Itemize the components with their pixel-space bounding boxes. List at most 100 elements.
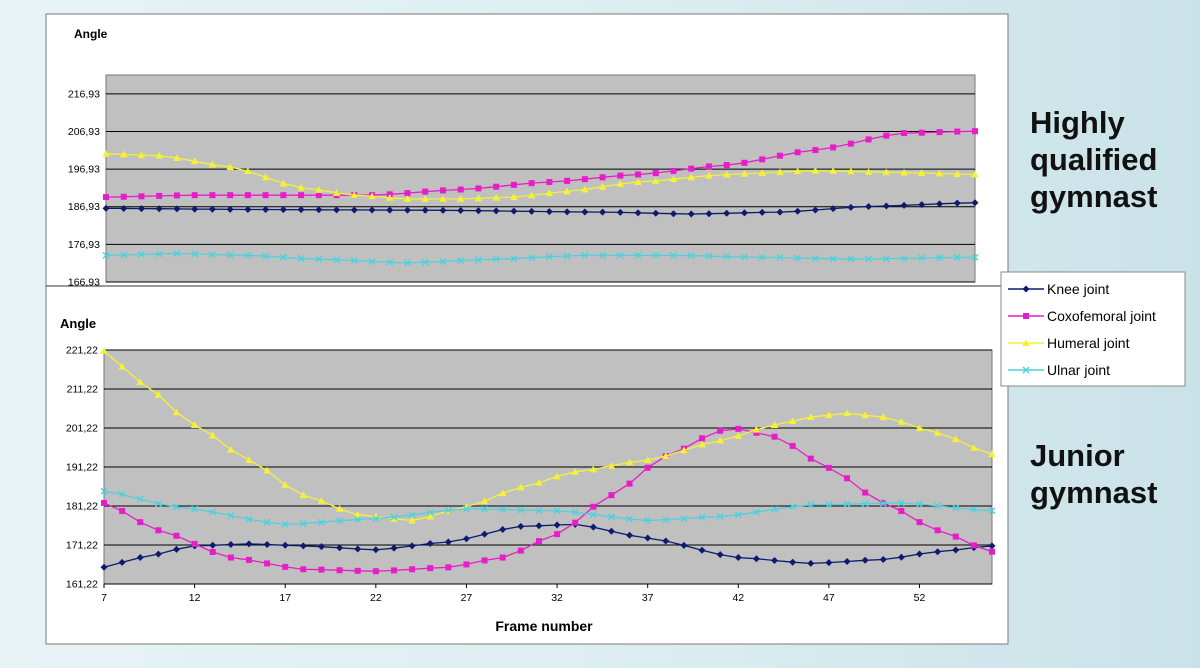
legend-box [1000,271,1186,387]
data-point-ulnar [100,487,108,495]
series-knee [102,199,979,218]
data-point-humeral [589,465,598,473]
data-point-humeral [758,169,766,177]
data-point-coxofemoral [723,162,730,169]
data-point-knee [865,202,873,210]
data-point-humeral [263,466,271,474]
data-point-coxofemoral [617,172,624,179]
data-point-humeral [155,151,164,159]
data-point-knee [589,523,597,531]
data-point-knee [227,540,235,548]
bottom-x-axis-title: Frame number [495,618,593,634]
data-point-coxofemoral [315,192,322,199]
data-point-coxofemoral [862,489,869,496]
data-point-coxofemoral [865,136,872,143]
data-point-coxofemoral [535,538,542,545]
data-point-humeral [190,157,199,165]
data-point-ulnar [918,254,926,262]
data-point-ulnar [879,499,887,507]
data-point-humeral [102,149,110,157]
data-point-coxofemoral [546,179,553,186]
y-tick-label: 221,22 [66,345,98,357]
data-point-ulnar [403,259,411,267]
data-point-humeral [297,183,305,191]
x-tick-label: 52 [914,592,926,604]
data-point-coxofemoral [936,129,943,136]
data-point-knee [698,546,706,554]
data-point-humeral [385,194,394,201]
legend-item-coxofemoral: Coxofemoral joint [1008,308,1156,324]
data-point-humeral [279,179,288,187]
data-point-humeral [474,194,483,202]
data-point-coxofemoral [209,192,216,199]
data-point-coxofemoral [209,549,216,556]
data-point-ulnar [794,254,802,262]
data-point-knee [716,551,724,559]
bottom-y-axis-title: Angle [60,316,96,331]
data-point-ulnar [191,250,199,258]
legend-item-ulnar: Ulnar joint [1008,362,1110,378]
data-point-ulnar [492,255,500,263]
data-point-coxofemoral [244,192,251,199]
data-point-ulnar [155,250,163,258]
data-point-knee [829,205,837,213]
data-point-ulnar [771,505,779,513]
data-point-coxofemoral [699,435,706,442]
data-point-knee [900,201,908,209]
data-point-ulnar [390,513,398,521]
data-point-humeral [527,191,536,199]
data-point-humeral [315,186,323,193]
data-point-knee [599,208,607,216]
data-point-ulnar [354,515,362,523]
data-point-coxofemoral [705,163,712,170]
data-point-humeral [843,409,851,417]
data-point-ulnar [279,253,287,261]
data-point-knee [616,208,624,216]
data-point-coxofemoral [137,519,144,526]
data-point-knee [687,210,695,218]
data-point-ulnar [897,499,905,507]
data-point-humeral [935,169,944,177]
data-point-knee [626,531,634,539]
data-point-ulnar [226,251,234,259]
data-point-ulnar [952,504,960,512]
data-point-knee [154,550,162,558]
data-point-coxofemoral [517,547,524,554]
data-point-knee [581,208,589,216]
data-point-knee [634,209,642,217]
top-series-group [102,128,979,267]
data-point-coxofemoral [463,561,470,568]
data-point-coxofemoral [282,563,289,570]
data-point-ulnar [102,251,110,259]
data-point-coxofemoral [717,427,724,434]
data-point-humeral [705,171,713,179]
data-point-knee [789,558,797,566]
data-point-ulnar [865,255,873,263]
data-point-humeral [261,173,270,181]
bottom-gridlines [104,349,992,585]
data-point-ulnar [807,501,815,509]
series-humeral [102,149,979,202]
data-point-knee [553,521,561,529]
data-point-knee [847,203,855,211]
data-point-knee [825,559,833,567]
data-point-knee [794,207,802,215]
data-point-ulnar [662,516,670,524]
data-point-knee [843,557,851,565]
data-point-humeral [403,195,412,202]
data-point-knee [662,537,670,545]
legend-marker-coxofemoral [1023,313,1029,319]
data-point-coxofemoral [173,532,180,539]
data-point-ulnar [517,506,525,514]
data-point-ulnar [154,500,162,508]
data-point-coxofemoral [759,156,766,163]
data-point-ulnar [510,255,518,263]
data-point-coxofemoral [581,176,588,183]
data-point-ulnar [209,508,217,516]
x-tick-label: 12 [189,592,201,604]
data-point-coxofemoral [262,192,269,199]
data-point-coxofemoral [318,566,325,573]
data-point-knee [426,540,434,548]
data-point-ulnar [421,258,429,266]
